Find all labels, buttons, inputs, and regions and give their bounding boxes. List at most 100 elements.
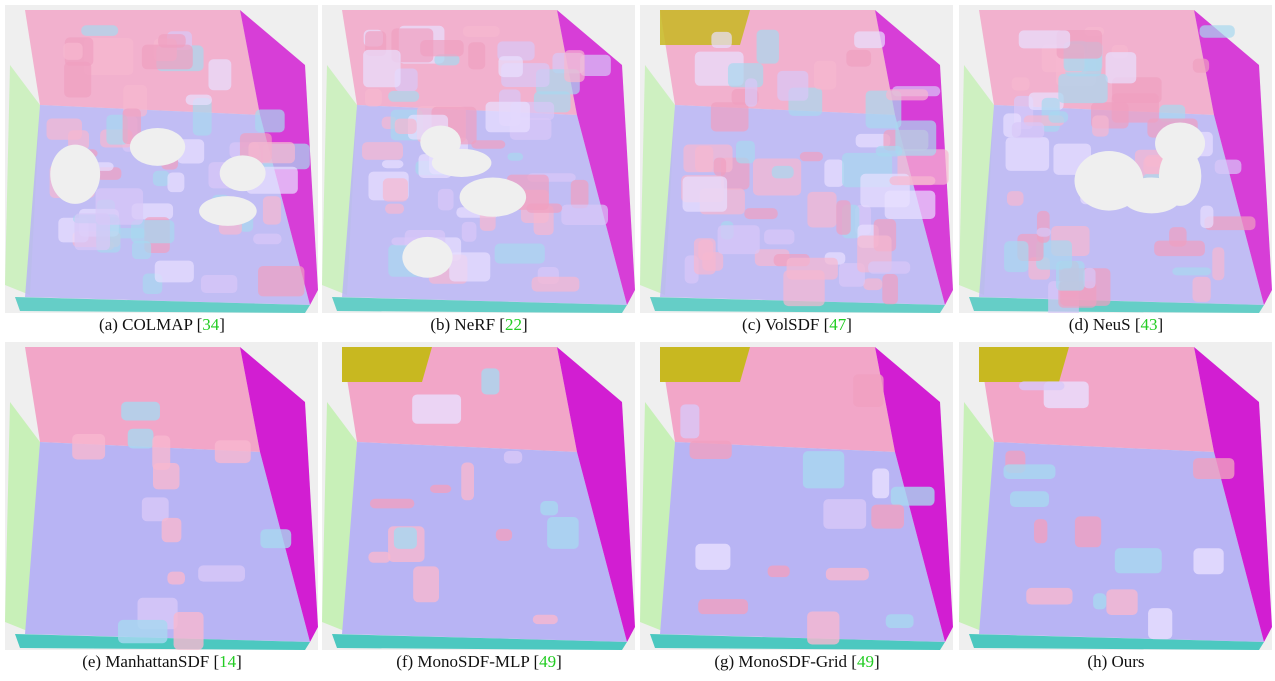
caption: (g) MonoSDF-Grid [49] xyxy=(640,652,954,672)
hole xyxy=(432,149,492,177)
surface-detail xyxy=(1075,516,1101,547)
surface-detail xyxy=(186,95,212,105)
surface-detail xyxy=(198,565,245,581)
surface-detail xyxy=(1012,122,1044,138)
surface-detail xyxy=(158,34,186,48)
hole xyxy=(130,128,185,166)
surface-detail xyxy=(764,229,794,244)
surface-detail xyxy=(532,277,580,292)
surface-detail xyxy=(507,153,523,161)
surface-detail xyxy=(486,102,530,133)
citation: 34 xyxy=(202,315,219,334)
figure: (a) COLMAP [34](b) NeRF [22](c) VolSDF [… xyxy=(0,0,1275,681)
reconstruction-image xyxy=(959,5,1272,313)
surface-detail xyxy=(1026,588,1072,605)
surface-detail xyxy=(152,436,170,470)
caption-text: (a) COLMAP [ xyxy=(99,315,202,334)
surface-detail xyxy=(370,499,414,509)
surface-detail xyxy=(208,59,231,90)
citation: 49 xyxy=(539,652,556,671)
caption: (e) ManhattanSDF [14] xyxy=(5,652,319,672)
caption-close: ] xyxy=(1158,315,1164,334)
surface-detail xyxy=(814,61,836,90)
panel: (c) VolSDF [47] xyxy=(640,5,954,335)
surface-detail xyxy=(1034,519,1047,543)
surface-detail xyxy=(768,566,790,578)
surface-detail xyxy=(533,615,558,624)
surface-detail xyxy=(263,196,281,224)
surface-detail xyxy=(886,89,928,100)
citation: 49 xyxy=(857,652,874,671)
caption-close: ] xyxy=(236,652,242,671)
surface-detail xyxy=(363,50,400,87)
surface-detail xyxy=(132,241,151,259)
reconstruction-image xyxy=(640,5,953,313)
caption-close: ] xyxy=(219,315,225,334)
surface-detail xyxy=(153,171,170,186)
surface-detail xyxy=(1172,267,1211,275)
surface-detail xyxy=(1019,381,1065,390)
panel: (f) MonoSDF-MLP [49] xyxy=(322,342,636,672)
surface-detail xyxy=(383,178,408,201)
surface-detail xyxy=(854,31,885,48)
surface-detail xyxy=(420,40,463,56)
surface-detail xyxy=(1049,111,1069,122)
surface-detail xyxy=(1200,206,1213,228)
reconstruction-image xyxy=(959,342,1272,650)
citation: 47 xyxy=(829,315,846,334)
surface-detail xyxy=(63,43,82,60)
surface-detail xyxy=(736,141,755,164)
hole xyxy=(50,145,100,204)
citation: 22 xyxy=(505,315,522,334)
surface-detail xyxy=(882,274,898,304)
caption-text: (c) VolSDF [ xyxy=(742,315,829,334)
surface-detail xyxy=(698,599,748,614)
surface-detail xyxy=(718,225,760,254)
caption: (c) VolSDF [47] xyxy=(640,315,954,335)
surface-detail xyxy=(1154,241,1205,256)
hole xyxy=(220,155,266,191)
caption-text: (b) NeRF [ xyxy=(430,315,505,334)
surface-detail xyxy=(430,485,451,493)
surface-detail xyxy=(777,71,808,101)
caption-text: (d) NeuS [ xyxy=(1069,315,1141,334)
surface-detail xyxy=(871,505,904,529)
caption: (f) MonoSDF-MLP [49] xyxy=(322,652,636,672)
caption-close: ] xyxy=(874,652,880,671)
surface-detail xyxy=(561,205,608,225)
surface-detail xyxy=(362,142,403,160)
caption-text: (g) MonoSDF-Grid [ xyxy=(714,652,857,671)
surface-detail xyxy=(540,501,558,515)
surface-detail xyxy=(253,234,281,245)
surface-detail xyxy=(694,238,716,274)
surface-detail xyxy=(803,451,844,488)
surface-detail xyxy=(167,172,184,192)
reconstruction-image xyxy=(5,342,318,650)
surface-detail xyxy=(1056,261,1085,291)
surface-detail xyxy=(118,620,167,643)
surface-detail xyxy=(155,261,194,283)
caption-close: ] xyxy=(846,315,852,334)
surface-detail xyxy=(836,200,850,235)
surface-detail xyxy=(823,499,866,529)
surface-detail xyxy=(1193,59,1209,73)
caption-text: (e) ManhattanSDF [ xyxy=(82,652,219,671)
surface-detail xyxy=(1193,548,1223,574)
surface-detail xyxy=(64,62,91,98)
surface-detail xyxy=(1200,25,1235,37)
surface-detail xyxy=(468,42,485,69)
surface-detail xyxy=(368,552,390,563)
surface-detail xyxy=(1092,115,1109,136)
surface-detail xyxy=(496,529,512,541)
surface-detail xyxy=(853,374,883,407)
hole xyxy=(460,178,527,217)
surface-detail xyxy=(72,434,105,459)
surface-detail xyxy=(787,258,838,280)
surface-detail xyxy=(365,89,382,107)
surface-detail xyxy=(215,440,251,463)
surface-detail xyxy=(1004,241,1028,272)
surface-detail xyxy=(711,102,749,131)
surface-detail xyxy=(824,160,843,187)
surface-detail xyxy=(846,50,871,67)
caption: (b) NeRF [22] xyxy=(322,315,636,335)
